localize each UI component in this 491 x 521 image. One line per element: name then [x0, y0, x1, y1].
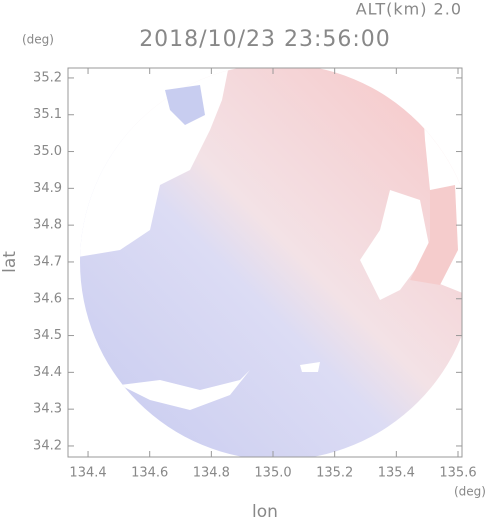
y-tick-label: 35.2 [33, 70, 62, 85]
y-tick-label: 34.9 [33, 181, 62, 196]
y-tick-label: 34.5 [33, 328, 62, 343]
y-tick-label: 34.4 [33, 365, 62, 380]
chart-title: 2018/10/23 23:56:00 [139, 27, 391, 52]
y-tick-label: 34.2 [33, 438, 62, 453]
x-tick-label: 134.6 [131, 466, 168, 481]
y-tick-label: 35.0 [33, 144, 62, 159]
radar-field [80, 68, 462, 457]
x-axis-label: lon [252, 502, 278, 521]
x-tick-label: 135.2 [316, 466, 353, 481]
x-tick-label: 135.4 [378, 466, 415, 481]
y-tick-label: 34.8 [33, 218, 62, 233]
x-tick-label: 134.4 [69, 466, 106, 481]
x-tick-label: 134.8 [193, 466, 230, 481]
y-axis-label: lat [0, 251, 20, 273]
subtitle: ALT(km) 2.0 [356, 0, 462, 19]
y-tick-label: 34.7 [33, 254, 62, 269]
y-tick-label: 34.6 [33, 291, 62, 306]
y-tick-label: 35.1 [33, 107, 62, 122]
plot-frame [67, 67, 463, 458]
y-unit: (deg) [22, 33, 54, 47]
y-tick-label: 34.3 [33, 402, 62, 417]
x-tick-label: 135.0 [254, 466, 291, 481]
x-tick-label: 135.6 [439, 466, 476, 481]
x-unit: (deg) [454, 485, 486, 499]
